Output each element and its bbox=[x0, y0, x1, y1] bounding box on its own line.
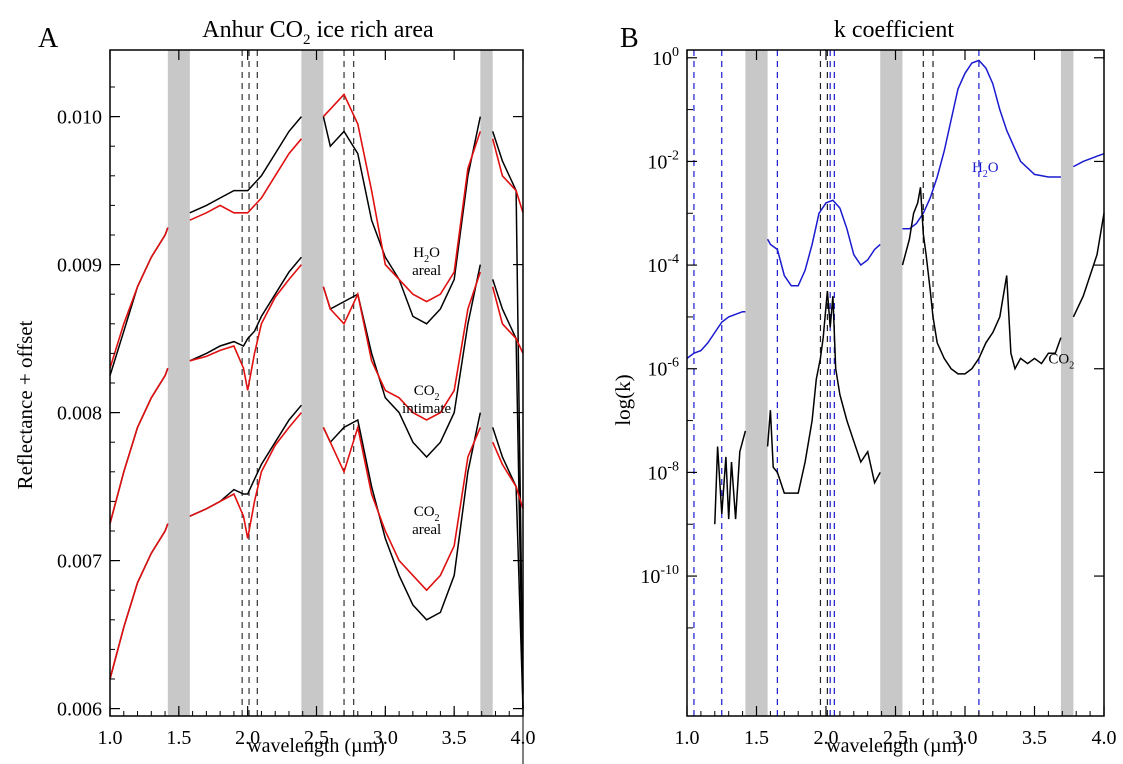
observed-line-co2-areal-seg0 bbox=[109, 523, 169, 680]
panel-b-ylabel: log(k) bbox=[611, 374, 635, 425]
y-tick-label-2: 0.008 bbox=[57, 403, 102, 425]
model-line-co2-areal-seg1 bbox=[189, 412, 303, 539]
y-tick-label-2: 10-6 bbox=[647, 356, 679, 381]
series-line-h2o-seg3 bbox=[1073, 152, 1105, 168]
panel-b-xlabel: wavelength (µm) bbox=[826, 735, 964, 757]
y-tick-label-4: 10-2 bbox=[647, 148, 679, 173]
observed-line-co2-intimate-seg3 bbox=[491, 279, 524, 709]
x-tick-label-2: 2.0 bbox=[814, 727, 839, 749]
model-line-co2-intimate-seg1 bbox=[189, 264, 303, 391]
series-line-co2-seg2 bbox=[901, 187, 1062, 375]
panel-a-dashed-lines bbox=[241, 50, 355, 716]
observed-line-co2-areal-seg2 bbox=[322, 412, 482, 621]
panel-b-letter: B bbox=[620, 23, 639, 54]
masked-band-0 bbox=[745, 50, 768, 716]
series-line-co2-seg3 bbox=[1072, 213, 1105, 318]
model-line-co2-areal-seg0 bbox=[109, 523, 169, 680]
x-tick-label-4: 3.0 bbox=[953, 727, 978, 749]
masked-band-1 bbox=[880, 50, 903, 716]
panel-a-series bbox=[109, 92, 524, 709]
masked-band-2 bbox=[1060, 50, 1074, 716]
panel-b-x-ticks: 1.0 1.5 2.0 2.5 3.0 3.5 4.0 bbox=[675, 50, 1117, 749]
model-line-h2o-areal-seg1 bbox=[189, 138, 303, 221]
annotation-1-line2: intimate bbox=[402, 401, 451, 417]
x-tick-label-5: 3.5 bbox=[442, 727, 467, 749]
x-tick-label-4: 3.0 bbox=[373, 727, 398, 749]
observed-line-co2-intimate-seg2 bbox=[322, 264, 482, 459]
annotation-0-line1: H2O bbox=[413, 245, 440, 265]
masked-band-2 bbox=[480, 50, 493, 716]
annotation-2-line2: areal bbox=[412, 522, 441, 538]
panel-a-letter: A bbox=[38, 23, 59, 54]
model-line-co2-areal-seg3 bbox=[491, 441, 524, 510]
model-line-co2-intimate-seg2 bbox=[322, 271, 482, 421]
observed-line-co2-intimate-seg0 bbox=[109, 367, 169, 524]
series-label-h2o: H2O bbox=[972, 160, 999, 180]
panel-b-title: k coefficient bbox=[834, 17, 954, 43]
observed-line-h2o-areal-seg3 bbox=[491, 131, 524, 694]
observed-line-h2o-areal-seg2 bbox=[322, 116, 482, 325]
masked-band-0 bbox=[167, 50, 190, 716]
panel-b-series-labels: H2O CO2 bbox=[972, 160, 1074, 372]
panel-b: B k coefficient log(k) wavelength (µm) H… bbox=[611, 17, 1117, 757]
observed-line-co2-areal-seg3 bbox=[491, 427, 524, 709]
y-tick-label-5: 100 bbox=[652, 45, 679, 70]
observed-line-co2-intimate-seg1 bbox=[189, 256, 302, 362]
annotation-2-line1: CO2 bbox=[414, 504, 440, 524]
panel-a: A Anhur CO2 ice rich area Reflectance + … bbox=[13, 17, 536, 757]
x-tick-label-3: 2.5 bbox=[304, 727, 329, 749]
model-line-co2-areal-seg2 bbox=[322, 424, 482, 592]
y-tick-label-4: 0.010 bbox=[57, 107, 102, 129]
series-label-co2: CO2 bbox=[1048, 352, 1074, 372]
y-tick-label-3: 10-4 bbox=[647, 252, 679, 277]
masked-band-1 bbox=[301, 50, 324, 716]
model-line-h2o-areal-seg3 bbox=[491, 138, 524, 214]
x-tick-label-0: 1.0 bbox=[675, 727, 700, 749]
x-tick-label-2: 2.0 bbox=[235, 727, 260, 749]
y-tick-label-3: 0.009 bbox=[57, 255, 102, 277]
panel-b-series bbox=[686, 59, 1105, 525]
annotation-0-line2: areal bbox=[412, 263, 441, 279]
panel-a-xlabel: wavelength (µm) bbox=[247, 735, 385, 757]
annotation-1-line1: CO2 bbox=[414, 383, 440, 403]
model-line-h2o-areal-seg2 bbox=[322, 92, 482, 303]
x-tick-label-3: 2.5 bbox=[883, 727, 908, 749]
panel-b-masked-bands bbox=[745, 50, 1074, 716]
panel-a-y-ticks: 0.006 0.007 0.008 0.009 0.010 bbox=[57, 86, 523, 721]
panel-a-masked-bands bbox=[167, 50, 493, 716]
y-tick-label-1: 0.007 bbox=[57, 551, 102, 573]
model-line-co2-intimate-seg3 bbox=[491, 286, 524, 354]
panel-a-title: Anhur CO2 ice rich area bbox=[202, 17, 434, 48]
observed-line-h2o-areal-seg1 bbox=[189, 116, 302, 214]
y-tick-label-1: 10-8 bbox=[647, 459, 679, 484]
y-tick-label-0: 10-10 bbox=[640, 563, 679, 588]
series-line-h2o-seg1 bbox=[766, 199, 881, 287]
x-tick-label-1: 1.5 bbox=[166, 727, 191, 749]
series-line-co2-seg1 bbox=[766, 290, 881, 494]
x-tick-label-5: 3.5 bbox=[1022, 727, 1047, 749]
x-tick-label-6: 4.0 bbox=[1092, 727, 1117, 749]
series-line-h2o-seg2 bbox=[902, 59, 1061, 230]
y-tick-label-0: 0.006 bbox=[57, 699, 102, 721]
model-line-h2o-areal-seg0 bbox=[109, 227, 169, 369]
x-tick-label-1: 1.5 bbox=[744, 727, 769, 749]
model-line-co2-intimate-seg0 bbox=[109, 367, 169, 524]
panel-b-dashed-lines bbox=[693, 50, 980, 716]
panel-a-ylabel: Reflectance + offset bbox=[13, 320, 37, 489]
observed-line-h2o-areal-seg0 bbox=[109, 227, 169, 376]
panel-a-x-ticks: 1.0 1.5 2.0 2.5 3.0 3.5 4.0 bbox=[98, 50, 536, 749]
panel-b-y-ticks: 10-10 10-8 10-6 10-4 10-2 100 bbox=[640, 45, 1104, 629]
series-line-h2o-seg0 bbox=[686, 310, 746, 360]
series-line-co2-seg0 bbox=[714, 430, 747, 525]
observed-line-co2-areal-seg1 bbox=[189, 404, 302, 517]
x-tick-label-0: 1.0 bbox=[98, 727, 123, 749]
